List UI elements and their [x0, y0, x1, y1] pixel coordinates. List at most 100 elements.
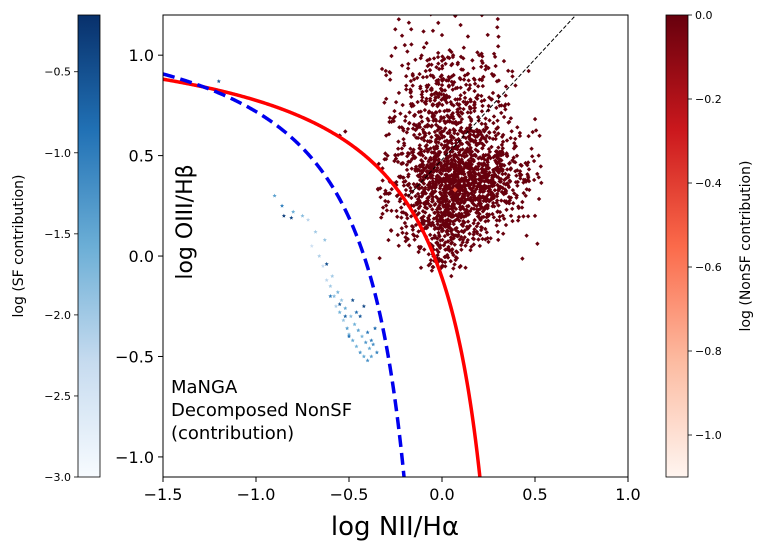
- nonsf-cloud-point: [494, 79, 500, 84]
- nonsf-cloud-point: [420, 74, 426, 80]
- nonsf-cloud-point: [493, 158, 498, 163]
- sf-point: [350, 298, 355, 303]
- nonsf-cloud-point: [426, 185, 432, 190]
- nonsf-cloud-point: [430, 194, 436, 200]
- nonsf-cloud-point: [430, 192, 435, 197]
- nonsf-cloud-point: [462, 228, 468, 233]
- x-axis-label: log NII/Hα: [331, 512, 459, 542]
- nonsf-cloud-point: [446, 139, 451, 145]
- sf-point: [300, 213, 305, 218]
- nonsf-cloud-point: [472, 217, 477, 223]
- nonsf-point: [491, 73, 497, 78]
- nonsf-cloud-point: [442, 88, 448, 93]
- nonsf-cloud-point: [439, 142, 444, 147]
- nonsf-cloud-point: [433, 179, 439, 184]
- nonsf-cloud-point: [417, 71, 422, 77]
- sf-point: [372, 326, 378, 331]
- nonsf-cloud-point: [428, 203, 433, 209]
- nonsf-cloud-point: [526, 167, 532, 172]
- nonsf-cloud-point: [419, 119, 425, 124]
- annotation-line-3: (contribution): [171, 423, 294, 444]
- nonsf-cloud-point: [404, 212, 409, 218]
- nonsf-cloud-point: [459, 211, 464, 217]
- sf-point: [309, 243, 314, 248]
- nonsf-cloud-point: [490, 178, 496, 184]
- nonsf-cloud-point: [511, 201, 516, 206]
- nonsf-cloud-point: [495, 44, 501, 49]
- nonsf-cloud-point: [416, 249, 421, 255]
- nonsf-cloud-point: [480, 134, 485, 139]
- nonsf-cloud-point: [375, 186, 381, 192]
- nonsf-point: [514, 173, 519, 178]
- colorbar-tick-label: −1.0: [44, 147, 71, 160]
- nonsf-cloud-point: [429, 92, 434, 98]
- nonsf-cloud-point: [489, 144, 494, 150]
- colorbar-tick-label: −0.6: [695, 261, 722, 274]
- nonsf-cloud-point: [442, 97, 448, 103]
- nonsf-cloud-point: [395, 214, 400, 219]
- nonsf-cloud-point: [427, 139, 432, 144]
- nonsf-cloud-point: [519, 205, 525, 210]
- sf-point: [367, 346, 372, 351]
- nonsf-cloud-point: [463, 243, 468, 248]
- nonsf-cloud-point: [450, 53, 456, 58]
- nonsf-cloud-point: [491, 169, 496, 175]
- nonsf-cloud-point: [467, 86, 472, 91]
- nonsf-cloud-point: [458, 141, 463, 147]
- nonsf-cloud-point: [430, 28, 436, 34]
- nonsf-cloud-point: [440, 202, 446, 208]
- nonsf-cloud-point: [470, 58, 475, 63]
- nonsf-cloud-point: [446, 206, 451, 211]
- nonsf-cloud-point: [439, 171, 444, 176]
- nonsf-cloud-point: [433, 235, 438, 240]
- nonsf-cloud-point: [451, 180, 456, 186]
- nonsf-cloud-point: [413, 127, 418, 133]
- nonsf-cloud-point: [461, 151, 467, 156]
- nonsf-cloud-point: [500, 213, 506, 218]
- nonsf-cloud-point: [443, 240, 448, 245]
- x-tick-label: −1.5: [144, 485, 183, 504]
- sf-point: [328, 294, 333, 298]
- nonsf-cloud-point: [394, 182, 399, 188]
- nonsf-cloud-point: [485, 202, 491, 208]
- nonsf-cloud-point: [448, 259, 453, 264]
- nonsf-cloud-point: [451, 198, 456, 203]
- sf-point: [365, 358, 370, 363]
- nonsf-cloud-point: [394, 208, 399, 214]
- nonsf-cloud-point: [451, 157, 457, 162]
- nonsf-cloud-point: [499, 190, 505, 195]
- nonsf-cloud-point: [453, 212, 459, 218]
- nonsf-cloud-point: [411, 232, 416, 237]
- nonsf-cloud-point: [426, 252, 431, 257]
- nonsf-cloud-point: [417, 132, 422, 137]
- x-tick-label: 0.0: [429, 485, 454, 504]
- nonsf-cloud-point: [402, 143, 407, 148]
- nonsf-cloud-point: [477, 243, 483, 249]
- nonsf-cloud-point: [496, 131, 501, 136]
- nonsf-cloud-point: [490, 136, 496, 142]
- nonsf-cloud-point: [535, 171, 540, 177]
- nonsf-cloud-point: [485, 32, 490, 38]
- nonsf-cloud-point: [421, 138, 427, 143]
- nonsf-cloud-point: [477, 155, 483, 160]
- nonsf-cloud-point: [484, 230, 489, 235]
- nonsf-cloud-point: [424, 74, 430, 80]
- nonsf-cloud-point: [392, 158, 397, 164]
- nonsf-cloud-point: [480, 146, 485, 151]
- nonsf-cloud-point: [457, 205, 463, 210]
- colorbar-tick-label: −1.0: [695, 429, 722, 442]
- nonsf-cloud-point: [531, 158, 537, 164]
- nonsf-cloud-point: [513, 160, 518, 165]
- nonsf-cloud-point: [411, 77, 417, 82]
- nonsf-cloud-point: [525, 162, 530, 168]
- nonsf-cloud-point: [462, 90, 467, 95]
- nonsf-cloud-point: [467, 82, 473, 88]
- nonsf-cloud-point: [445, 217, 451, 222]
- sf-point: [356, 328, 361, 333]
- nonsf-cloud-point: [437, 175, 443, 181]
- nonsf-cloud-point: [447, 154, 452, 159]
- nonsf-cloud-point: [448, 161, 454, 166]
- nonsf-cloud-point: [443, 218, 449, 223]
- nonsf-cloud-point: [422, 100, 428, 105]
- nonsf-cloud-point: [457, 114, 462, 119]
